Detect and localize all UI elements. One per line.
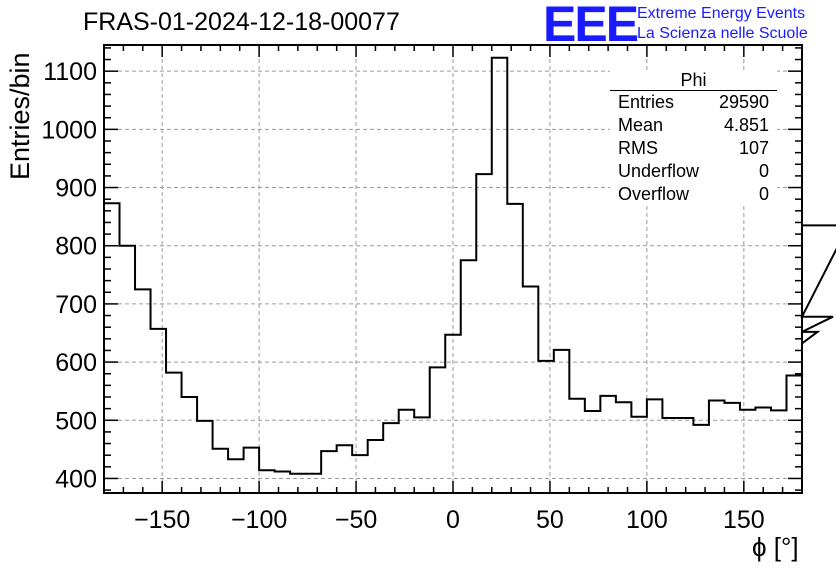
histogram-bin	[631, 417, 647, 493]
y-tick-label: 600	[55, 349, 97, 377]
histogram-bin	[755, 407, 771, 493]
histogram-bin	[647, 399, 663, 493]
stats-value: 0	[758, 184, 769, 204]
x-tick-label: −150	[134, 506, 190, 534]
histogram-bin	[585, 411, 601, 493]
stats-value: 29590	[718, 92, 769, 112]
histogram-bin	[724, 403, 740, 493]
stats-label: Mean	[618, 115, 664, 135]
stats-title: Phi	[610, 70, 777, 91]
histogram-line	[104, 56, 836, 475]
stats-row-underflow: Underflow 0	[610, 160, 777, 183]
y-tick-label: 1100	[43, 58, 97, 86]
histogram-bin	[709, 400, 725, 493]
histogram-series	[104, 56, 836, 493]
histogram-bin	[771, 410, 787, 493]
histogram-bin	[554, 350, 570, 493]
histogram-bin	[135, 289, 151, 493]
stats-value: 107	[738, 138, 769, 158]
histogram-bin	[213, 449, 229, 493]
stats-value: 4.851	[723, 115, 769, 135]
logo-line-2: La Scienza nelle Scuole	[637, 25, 808, 42]
chart-title: FRAS-01-2024-12-18-00077	[83, 8, 400, 36]
histogram-bin	[740, 410, 756, 493]
histogram-bin	[678, 418, 694, 493]
histogram-bin	[275, 471, 291, 493]
histogram-bin	[383, 423, 399, 493]
logo-line-1: Extreme Energy Events	[637, 5, 806, 22]
x-tick-label: −100	[231, 506, 287, 534]
histogram-bin	[151, 329, 167, 493]
y-tick-label: 1000	[41, 116, 97, 144]
histogram-bin	[244, 448, 260, 493]
histogram-bin	[321, 451, 337, 493]
stats-label: Overflow	[618, 184, 690, 204]
y-tick-label: 800	[55, 233, 97, 261]
histogram-bin	[569, 399, 585, 493]
histogram-bin	[259, 470, 275, 493]
histogram-bin	[538, 361, 554, 493]
axis-tick-labels: −150 −100 −50 0 50 100 150 400 500 600 700 800 900 10…	[41, 58, 764, 534]
x-tick-label: 0	[446, 506, 460, 534]
histogram-bin	[430, 367, 446, 493]
histogram-bin	[414, 417, 430, 493]
histogram-bin	[445, 335, 461, 493]
histogram-bin	[600, 396, 616, 493]
histogram-bin	[786, 375, 802, 493]
histogram-bin	[337, 445, 353, 493]
y-axis-label: Entries/bin	[5, 52, 35, 180]
histogram-bin	[104, 203, 120, 493]
x-tick-label: 150	[723, 506, 765, 534]
y-tick-label: 500	[55, 407, 97, 435]
stats-value: 0	[758, 161, 769, 181]
histogram-bin	[228, 459, 244, 493]
y-tick-label: 400	[55, 465, 97, 493]
x-tick-label: 100	[626, 506, 668, 534]
stats-label: Underflow	[618, 161, 700, 181]
x-tick-label: 50	[536, 506, 564, 534]
histogram-bin	[616, 402, 632, 493]
histogram-bin	[492, 58, 508, 493]
x-axis-label: ϕ [°]	[752, 532, 799, 562]
histogram-bin	[662, 418, 678, 493]
histogram-bin	[399, 410, 415, 493]
x-tick-label: −50	[335, 506, 377, 534]
histogram-bin	[166, 373, 182, 493]
stats-row-overflow: Overflow 0	[610, 183, 777, 206]
histogram-bin	[352, 455, 368, 493]
histogram-bin	[197, 421, 213, 493]
histogram-bin	[476, 174, 492, 493]
stats-row-entries: Entries 29590	[610, 91, 777, 114]
stats-row-mean: Mean 4.851	[610, 114, 777, 137]
histogram-bin	[507, 204, 523, 493]
histogram-bin	[693, 425, 709, 493]
y-tick-label: 700	[55, 291, 97, 319]
histogram-bin	[523, 286, 539, 493]
stats-label: RMS	[618, 138, 658, 158]
histogram-bin	[120, 246, 136, 493]
y-tick-label: 900	[55, 175, 97, 203]
histogram-bin	[368, 440, 384, 493]
eee-logo: EEE	[543, 0, 639, 52]
histogram-bin	[306, 474, 322, 493]
axis-ticks	[103, 45, 803, 493]
stats-box: Phi Entries 29590 Mean 4.851 RMS 107 Und…	[610, 70, 777, 206]
histogram-bin	[461, 260, 477, 493]
histogram-bin	[182, 397, 198, 493]
stats-row-rms: RMS 107	[610, 137, 777, 160]
stats-label: Entries	[618, 92, 675, 112]
eee-logo-text: Extreme Energy Events La Scienza nelle S…	[637, 4, 808, 44]
